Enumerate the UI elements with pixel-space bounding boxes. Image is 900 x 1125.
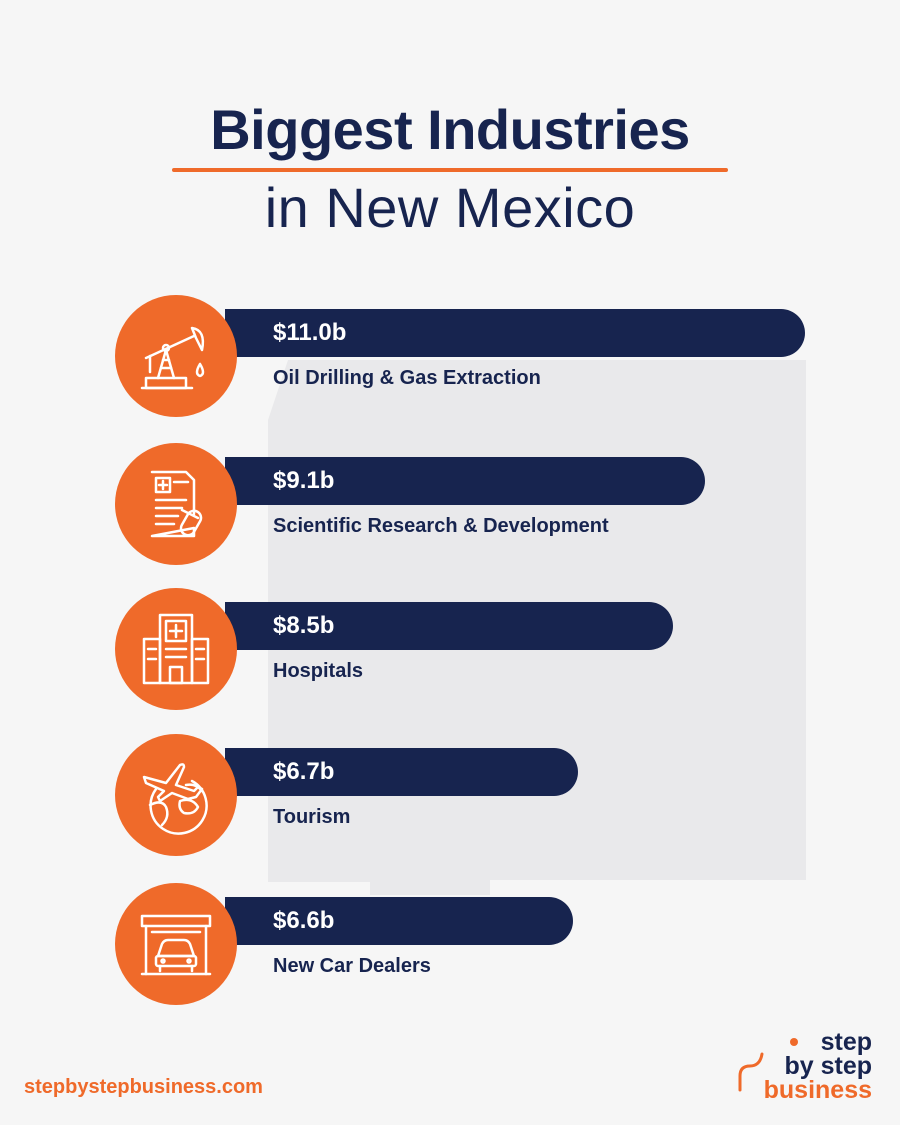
category-label: Hospitals [273, 660, 364, 682]
bar-row: $6.6b New Car Dealers [0, 883, 900, 1013]
bar-value-label: $6.6b [273, 907, 335, 934]
logo-line3: business [763, 1076, 872, 1104]
chart-title: Biggest Industries in New Mexico [0, 95, 900, 243]
medical-research-icon [150, 470, 203, 538]
title-line1: Biggest Industries [210, 98, 690, 161]
bar [225, 897, 573, 945]
icon-circle [115, 883, 237, 1005]
bar [225, 457, 705, 505]
category-label: New Car Dealers [273, 955, 431, 977]
bar-value-label: $11.0b [273, 319, 347, 346]
bar [225, 309, 805, 357]
icon-circle [115, 734, 237, 856]
logo-line1: step [820, 1028, 872, 1056]
bar-value-label: $8.5b [273, 612, 335, 639]
step-by-step-business-logo: step by step business [732, 1030, 872, 1105]
hospital-icon [142, 613, 210, 685]
bar-row: $8.5b Hospitals [0, 588, 900, 718]
car-garage-icon [140, 914, 212, 976]
category-label: Oil Drilling & Gas Extraction [273, 367, 541, 389]
icon-circle [115, 443, 237, 565]
category-label: Scientific Research & Development [273, 515, 609, 537]
footer-url: stepbystepbusiness.com [24, 1076, 263, 1098]
bar [225, 602, 674, 650]
logo-line2: by step [784, 1052, 872, 1080]
bar-value-label: $6.7b [273, 758, 335, 785]
title-line2: in New Mexico [264, 176, 636, 239]
icon-circle [115, 588, 237, 710]
title-underline [172, 168, 728, 172]
logo-mark [738, 1038, 798, 1092]
category-label: Tourism [273, 806, 351, 828]
oil-pump-icon [140, 326, 205, 390]
bar-row: $9.1b Scientific Research & Development [0, 443, 900, 573]
bar-row: $6.7b Tourism [0, 734, 900, 864]
bar-value-label: $9.1b [273, 467, 335, 494]
globe-plane-icon [142, 763, 208, 835]
bar-row: $11.0b Oil Drilling & Gas Extraction [0, 295, 900, 425]
bar [225, 748, 579, 796]
icon-circle [115, 295, 237, 417]
